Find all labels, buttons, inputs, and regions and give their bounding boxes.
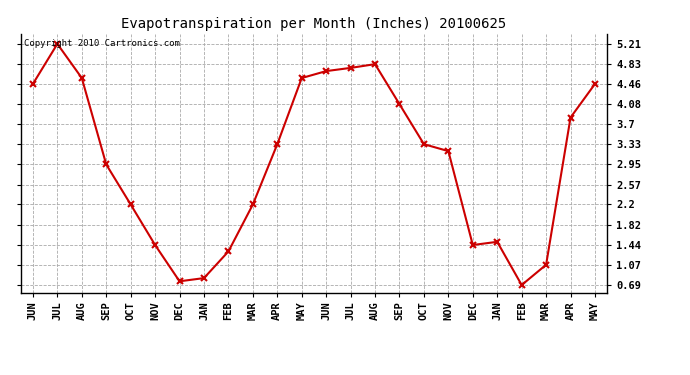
Title: Evapotranspiration per Month (Inches) 20100625: Evapotranspiration per Month (Inches) 20… bbox=[121, 17, 506, 31]
Text: Copyright 2010 Cartronics.com: Copyright 2010 Cartronics.com bbox=[23, 39, 179, 48]
